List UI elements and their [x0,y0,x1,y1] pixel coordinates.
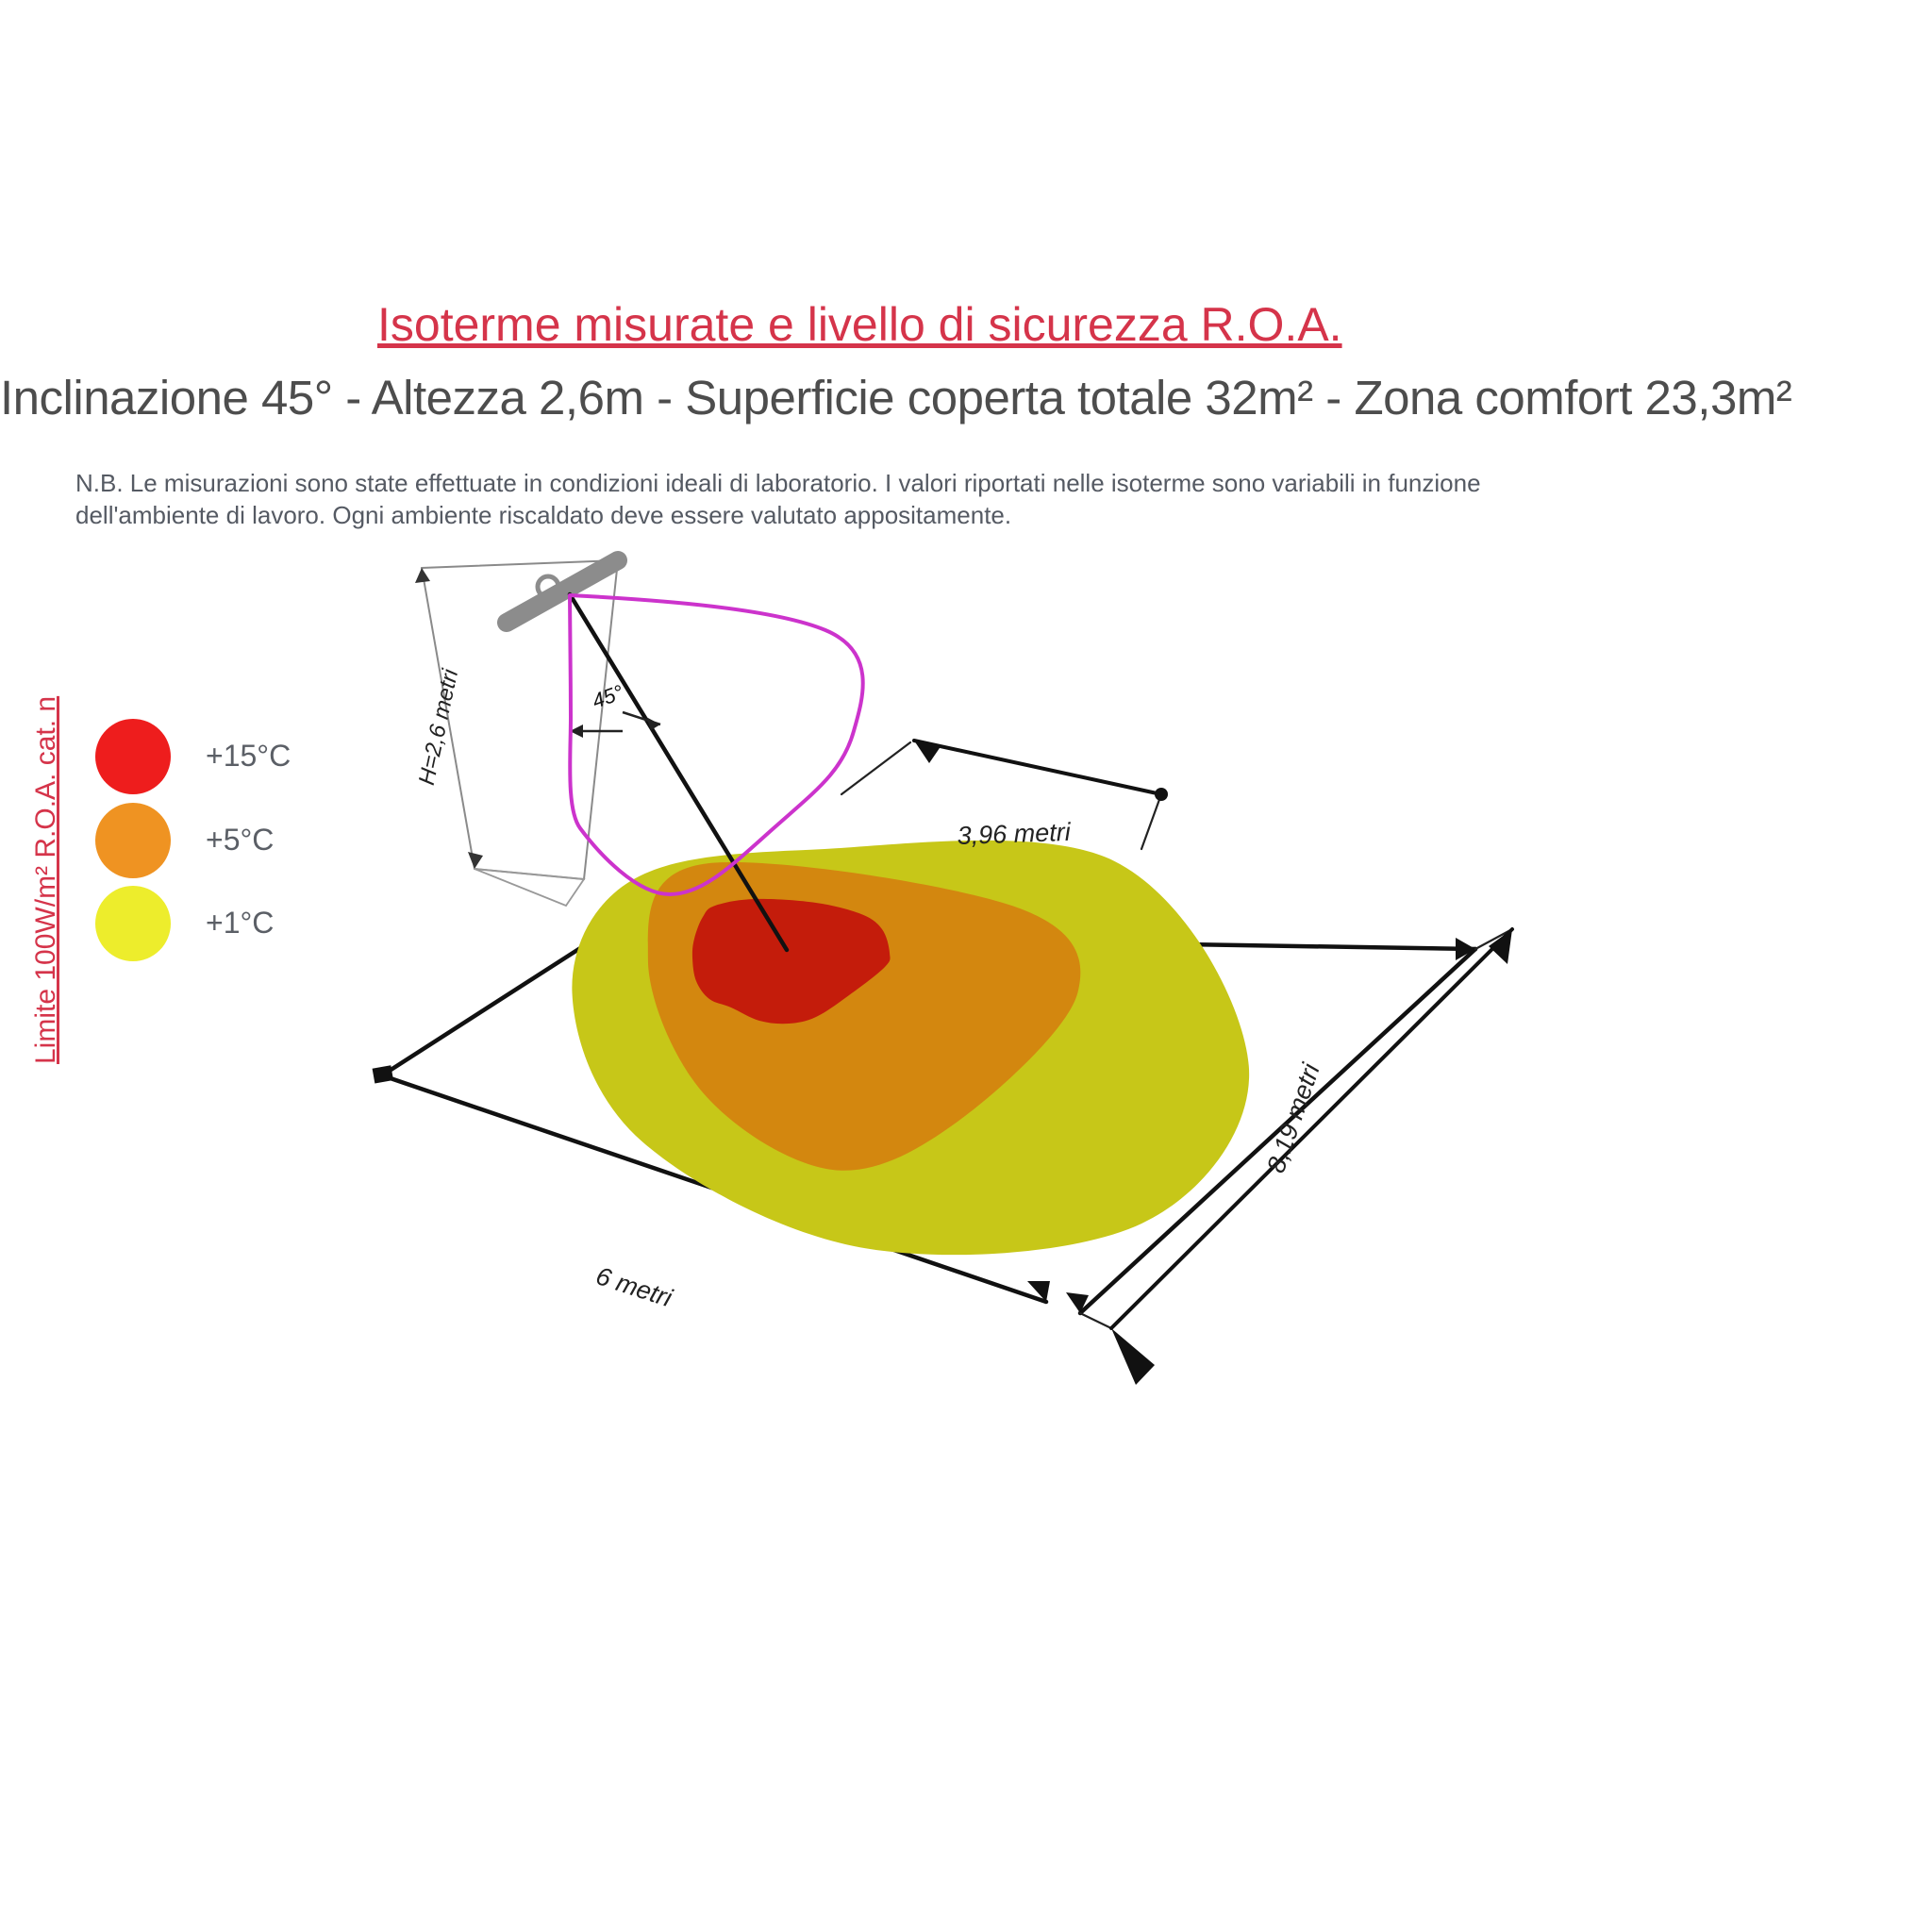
svg-text:6 metri: 6 metri [592,1261,676,1312]
svg-text:45°: 45° [589,680,626,713]
svg-text:3,96 metri: 3,96 metri [957,818,1072,850]
svg-text:8,19 metri: 8,19 metri [1261,1059,1325,1176]
